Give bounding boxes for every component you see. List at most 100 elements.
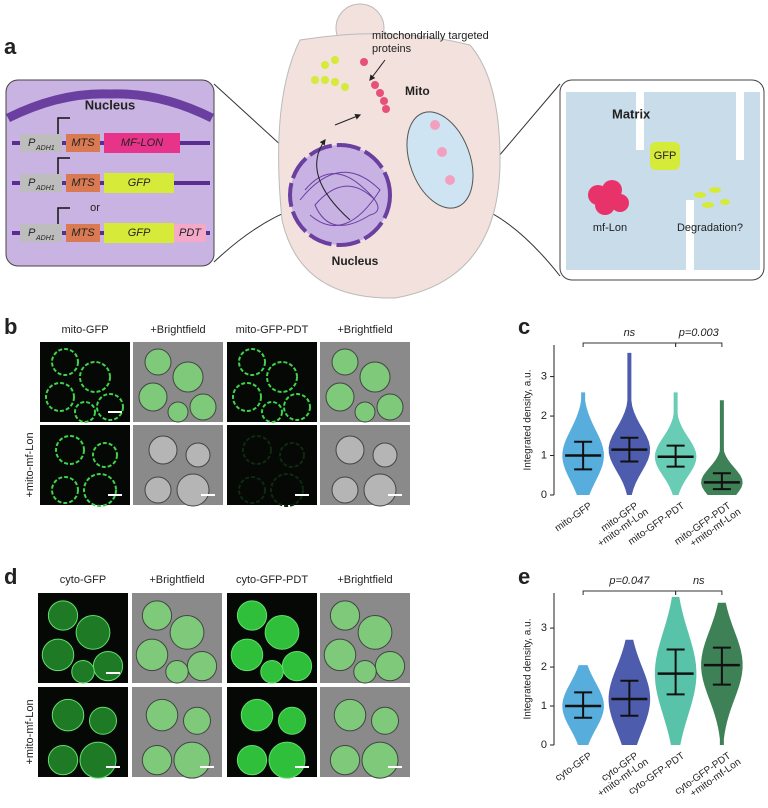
y-tick-label: 1 xyxy=(541,700,547,712)
micrograph xyxy=(227,342,317,422)
cell xyxy=(374,651,406,682)
cell xyxy=(169,615,205,650)
cell xyxy=(141,600,173,631)
micrograph xyxy=(40,342,130,422)
swarm xyxy=(608,352,651,495)
cell xyxy=(189,393,217,421)
cell xyxy=(55,435,85,465)
mts: MTS xyxy=(71,177,95,189)
cell xyxy=(165,660,189,684)
fate-label: Degradation? xyxy=(677,222,743,234)
cell xyxy=(238,348,266,376)
cell xyxy=(236,600,268,631)
cell xyxy=(279,442,305,468)
annotation: proteins xyxy=(372,43,412,55)
cell xyxy=(331,348,359,376)
bracket xyxy=(582,342,677,347)
cell xyxy=(138,382,168,412)
cell xyxy=(232,382,262,412)
column-header: cyto-GFP xyxy=(60,574,106,586)
cell xyxy=(186,651,218,682)
matrix-box: Matrix GFP mf-Lon Degradation? xyxy=(559,79,765,281)
cell xyxy=(372,442,398,468)
cell xyxy=(148,435,178,465)
y-tick-label: 0 xyxy=(541,489,547,501)
cell: mitochondrially targeted proteins Mito N… xyxy=(278,3,501,299)
column-header: +Brightfield xyxy=(150,324,205,336)
cell xyxy=(264,615,300,650)
promoter: P xyxy=(28,137,36,149)
swarm xyxy=(654,392,697,495)
promoter: P xyxy=(28,227,36,239)
cell xyxy=(75,615,111,650)
bracket xyxy=(582,590,677,595)
cell xyxy=(45,382,75,412)
bracket xyxy=(675,590,723,595)
cell xyxy=(353,660,377,684)
annotation: ns xyxy=(693,575,705,587)
cell xyxy=(335,435,365,465)
cell xyxy=(240,698,274,732)
row-label: +mito-mf-Lon xyxy=(24,432,36,497)
cell xyxy=(281,651,313,682)
bracket xyxy=(675,342,723,347)
matrix-title: Matrix xyxy=(612,106,651,121)
cell xyxy=(260,660,284,684)
cell xyxy=(74,401,96,423)
mts: MTS xyxy=(71,137,95,149)
column-header: +Brightfield xyxy=(337,324,392,336)
x-tick-label: cyto-GFP xyxy=(553,750,594,783)
y-tick-label: 0 xyxy=(541,739,547,751)
mito-label: Mito xyxy=(405,84,430,98)
cell xyxy=(51,698,85,732)
cell xyxy=(172,361,204,393)
panel-label: d xyxy=(4,564,17,589)
column-header: +Brightfield xyxy=(149,574,204,586)
row-label: +mito-mf-Lon xyxy=(24,699,36,764)
cell xyxy=(145,698,179,732)
cell xyxy=(371,706,399,735)
tag: PDT xyxy=(179,227,202,239)
cell xyxy=(238,476,266,504)
panel-label: e xyxy=(518,564,530,589)
cell xyxy=(71,660,95,684)
cell xyxy=(333,698,367,732)
cell xyxy=(325,382,355,412)
cell xyxy=(144,348,172,376)
annotation: ns xyxy=(624,327,636,339)
construct-box: Nucleus P ADH1 P ADH1 P ADH1 MTS MTS MTS… xyxy=(5,79,215,267)
cell xyxy=(89,706,117,735)
y-tick-label: 2 xyxy=(541,410,547,422)
or: or xyxy=(90,202,100,214)
cell xyxy=(96,393,124,421)
panel-label: a xyxy=(4,34,17,59)
cell xyxy=(51,348,79,376)
cell xyxy=(268,741,306,779)
gene: GFP xyxy=(128,177,151,189)
cell xyxy=(354,401,376,423)
cell xyxy=(270,473,304,507)
panel-label: c xyxy=(518,314,530,339)
cell xyxy=(135,638,169,672)
nucleus-title: Nucleus xyxy=(85,97,136,112)
promoter-sub: ADH1 xyxy=(35,235,55,242)
cell xyxy=(261,401,283,423)
cell xyxy=(329,745,361,776)
gene: MF-LON xyxy=(121,137,163,149)
annotation: mitochondrially targeted xyxy=(372,30,489,42)
cell xyxy=(83,473,117,507)
y-tick-label: 2 xyxy=(541,661,547,673)
cell xyxy=(79,361,111,393)
cell xyxy=(278,706,306,735)
gene: GFP xyxy=(128,227,151,239)
cell xyxy=(323,638,357,672)
x-tick-label: mito-GFP xyxy=(553,500,595,534)
cell xyxy=(41,638,75,672)
cell xyxy=(173,741,211,779)
promoter-sub: ADH1 xyxy=(35,145,55,152)
cell xyxy=(47,600,79,631)
cell xyxy=(176,473,210,507)
cell xyxy=(167,401,189,423)
nucleus-label: Nucleus xyxy=(332,254,379,268)
